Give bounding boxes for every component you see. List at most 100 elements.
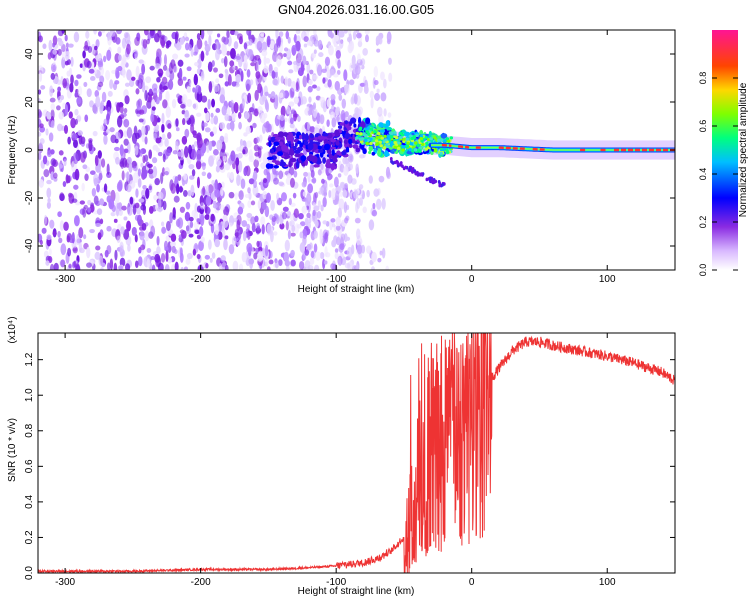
spectrogram-noise-cell (248, 149, 253, 160)
spectrogram-noise-cell (275, 30, 279, 39)
spectrogram-noise-cell (109, 79, 114, 90)
spectrogram-noise-cell (48, 248, 52, 256)
spectrogram-noise-cell (283, 251, 290, 263)
spectrogram-noise-cell (196, 90, 203, 103)
spectrogram-noise-cell (95, 222, 102, 227)
signal-bright-cell (387, 137, 391, 141)
signal-core-cell (273, 141, 280, 146)
spectrogram-noise-cell (57, 30, 64, 37)
spectrogram-noise-cell (177, 217, 184, 229)
spectrogram-noise-cell (306, 243, 312, 251)
spectrogram-noise-cell (213, 67, 218, 73)
spectrogram-noise-cell (162, 99, 168, 109)
spectrogram-noise-cell (379, 250, 383, 256)
spectrogram-noise-cell (192, 87, 196, 93)
spectrogram-noise-cell (175, 41, 182, 51)
snr-y-tick-label: 0.0 (24, 566, 35, 580)
spectrogram-noise-cell (316, 112, 321, 125)
snr-y-tick-label: 0.4 (24, 495, 35, 509)
spectrogram-noise-cell (100, 124, 105, 131)
spectrogram-noise-cell (101, 158, 106, 168)
spectrogram-noise-cell (155, 147, 160, 153)
spectrogram-noise-cell (288, 101, 295, 107)
spectrogram-noise-cell (368, 175, 373, 184)
spectrogram-noise-cell (344, 111, 349, 118)
signal-core-cell (326, 158, 331, 165)
spectrogram-noise-cell (374, 92, 381, 101)
snr-y-tick-label: 1.2 (24, 352, 35, 366)
spectrogram-noise-cell (288, 197, 292, 206)
spectrogram-noise-cell (74, 108, 79, 116)
spectrogram-noise-cell (58, 150, 64, 156)
spectrogram-noise-cell (274, 94, 279, 107)
spectrogram-noise-cell (40, 85, 46, 90)
spectrogram-noise-cell (309, 163, 314, 173)
spectrogram-noise-cell (151, 264, 156, 270)
spectrogram-x-tick-label: 100 (599, 274, 616, 285)
spectrogram-noise-cell (269, 172, 275, 182)
spectrogram-noise-cell (139, 149, 143, 157)
spectrogram-noise-cell (363, 85, 369, 95)
spectrogram-noise-cell (311, 52, 317, 59)
spectrogram-noise-cell (263, 168, 268, 176)
spectrogram-noise-cell (117, 46, 122, 54)
spectrogram-noise-cell (124, 82, 130, 87)
spectrogram-noise-cell (206, 30, 213, 36)
spectrogram-noise-cell (295, 81, 299, 91)
spectrogram-noise-cell (93, 177, 98, 187)
spectrogram-noise-cell (148, 88, 153, 95)
spectrogram-noise-cell (335, 225, 341, 231)
spectrogram-noise-cell (266, 171, 271, 184)
spectrogram-noise-cell (210, 213, 215, 222)
spectrogram-noise-cell (284, 76, 289, 87)
spectrogram-noise-cell (138, 198, 145, 203)
spectrogram-noise-cell (311, 177, 317, 184)
signal-bright-cell (358, 132, 363, 136)
spectrogram-noise-cell (154, 63, 161, 70)
signal-core-cell (313, 164, 320, 168)
spectrogram-noise-cell (324, 246, 328, 258)
spectrogram-noise-cell (293, 96, 299, 105)
spectrogram-noise-cell (362, 206, 367, 214)
spectrogram-noise-cell (190, 184, 195, 197)
spectrogram-noise-cell (118, 209, 123, 216)
spectrogram-x-tick-label: -200 (191, 274, 211, 285)
spectrogram-noise-cell (254, 89, 259, 101)
spectrogram-noise-cell (301, 96, 307, 105)
spectrogram-noise-cell (205, 195, 212, 207)
spectrogram-noise-cell (123, 118, 130, 128)
spectrogram-noise-cell (353, 93, 358, 105)
spectrogram-noise-cell (126, 127, 133, 139)
spectrogram-noise-cell (103, 55, 107, 63)
spectrogram-noise-cell (278, 31, 284, 37)
spectrogram-noise-cell (252, 185, 259, 197)
spectrogram-noise-cell (329, 183, 334, 188)
spectrogram-noise-cell (247, 92, 252, 104)
spectrogram-noise-cell (323, 187, 327, 199)
spectrogram-noise-cell (377, 257, 382, 263)
spectrogram-noise-cell (109, 30, 116, 38)
signal-core-cell (350, 117, 357, 124)
spectrogram-noise-cell (289, 87, 295, 99)
spectrogram-noise-cell (259, 96, 265, 106)
spectrogram-noise-cell (146, 258, 151, 269)
spectrogram-noise-cell (270, 230, 274, 243)
spectrogram-noise-cell (84, 114, 89, 123)
signal-core-cell (332, 141, 336, 147)
spectrogram-noise-cell (65, 53, 70, 61)
spectrogram-noise-cell (141, 125, 146, 136)
spectrogram-noise-cell (82, 50, 86, 59)
signal-bright-cell (376, 132, 381, 136)
signal-bright-cell (439, 138, 444, 142)
spectrogram-noise-cell (205, 262, 209, 269)
spectrogram-noise-cell (219, 94, 226, 104)
spectrogram-noise-cell (307, 171, 311, 183)
signal-bright-cell (355, 136, 359, 140)
spectrogram-noise-cell (356, 53, 361, 64)
spectrogram-noise-cell (313, 243, 318, 253)
spectrogram-noise-cell (171, 98, 177, 109)
spectrogram-noise-cell (215, 49, 220, 61)
signal-core-cell (365, 117, 371, 125)
spectrogram-noise-cell (175, 141, 179, 153)
spectrogram-noise-cell (354, 217, 361, 224)
